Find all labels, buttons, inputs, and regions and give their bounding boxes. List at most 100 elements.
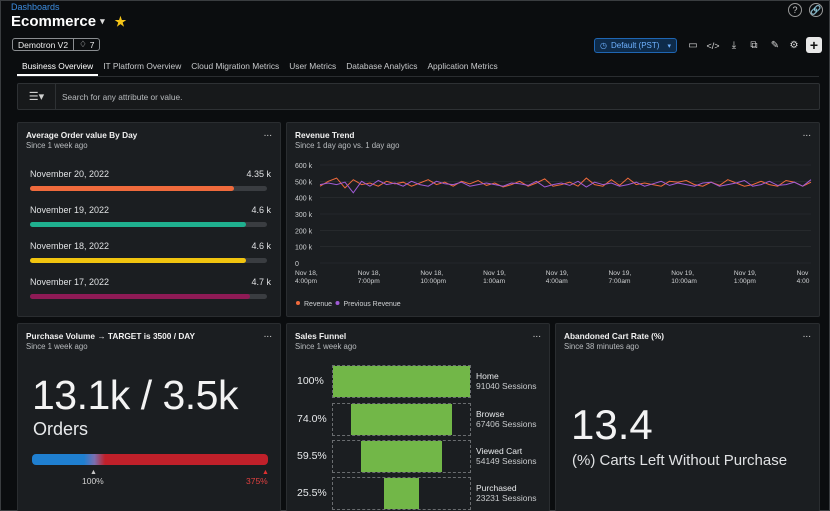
- funnel-step-sessions: 67406 Sessions: [476, 419, 537, 429]
- funnel-step-name: Browse: [476, 409, 505, 419]
- edit-icon[interactable]: ✎: [770, 40, 780, 51]
- x-tick-label: 1:00pm: [734, 278, 757, 285]
- row-track: [30, 222, 267, 227]
- account-tag[interactable]: Demotron V2: [18, 39, 69, 50]
- x-tick-label: 10:00pm: [420, 278, 446, 285]
- code-icon[interactable]: </>: [706, 40, 720, 51]
- chevron-down-icon[interactable]: ▾: [100, 16, 105, 26]
- search-input[interactable]: Search for any attribute or value.: [62, 91, 183, 102]
- x-tick-label: 7:00am: [609, 278, 632, 285]
- x-tick-label: 7:00pm: [358, 278, 381, 285]
- funnel-track: [332, 440, 471, 473]
- row-label: November 20, 2022: [30, 169, 110, 179]
- funnel-pct: 74.0%: [297, 413, 327, 425]
- tab-it-platform-overview[interactable]: IT Platform Overview: [103, 61, 182, 71]
- more-icon[interactable]: ...: [263, 329, 272, 340]
- tab-business-overview[interactable]: Business Overview: [17, 60, 99, 76]
- dashboard-tabs: Business Overview IT Platform Overview C…: [17, 60, 503, 76]
- row-value: 4.7 k: [251, 277, 271, 287]
- abandoned-cart-panel: Abandoned Cart Rate (%) Since 38 minutes…: [555, 323, 820, 511]
- purchase-volume-panel: Purchase Volume → TARGET is 3500 / DAY S…: [17, 323, 281, 511]
- panel-subtitle: Since 1 week ago: [295, 342, 357, 351]
- tab-cloud-migration-metrics[interactable]: Cloud Migration Metrics: [191, 61, 280, 71]
- x-tick-label: Nov: [797, 270, 809, 277]
- series-line-previous-revenue: [319, 179, 812, 194]
- tab-divider: [17, 76, 819, 77]
- tag-row[interactable]: Demotron V2 ♢ 7: [12, 38, 101, 51]
- tag-count[interactable]: ♢ 7: [73, 39, 99, 50]
- copy-icon[interactable]: ⧉: [750, 40, 758, 51]
- gear-icon[interactable]: ⚙: [789, 40, 799, 51]
- gauge-fill-blue: [32, 454, 84, 465]
- breadcrumb[interactable]: Dashboards: [11, 2, 60, 12]
- gauge-label-left: 100%: [82, 476, 104, 486]
- funnel-track: [332, 477, 471, 510]
- row-fill: [30, 222, 246, 227]
- revenue-trend-panel: Revenue Trend Since 1 day ago vs. 1 day …: [286, 122, 820, 317]
- panel-subtitle: Since 1 day ago vs. 1 day ago: [295, 141, 400, 150]
- tab-application-metrics[interactable]: Application Metrics: [427, 61, 498, 71]
- x-tick-label: Nov 18,: [295, 270, 318, 277]
- y-tick-label: 0: [295, 261, 299, 268]
- y-tick-label: 300 k: [295, 212, 313, 219]
- panel-title: Abandoned Cart Rate (%): [564, 331, 665, 341]
- y-tick-label: 200 k: [295, 228, 313, 235]
- legend-dot: [335, 301, 340, 305]
- more-icon[interactable]: ...: [802, 128, 811, 139]
- gauge-label-right: 375%: [246, 476, 268, 486]
- favorite-star-icon[interactable]: ★: [114, 13, 127, 29]
- row-fill: [30, 294, 251, 299]
- x-tick-label: Nov 18,: [420, 270, 443, 277]
- page-title[interactable]: Ecommerce ▾ ★: [11, 13, 126, 30]
- funnel-step-sessions: 23231 Sessions: [476, 493, 537, 503]
- sales-funnel-panel: Sales Funnel Since 1 week ago ... 100% H…: [286, 323, 550, 511]
- row-track: [30, 258, 267, 263]
- funnel-pct: 100%: [297, 375, 324, 387]
- billboard-unit: Orders: [33, 419, 89, 439]
- marker-375-icon: ▲: [262, 469, 269, 476]
- funnel-label: Home 91040 Sessions: [476, 371, 537, 391]
- x-tick-label: Nov 18,: [358, 270, 381, 277]
- download-icon[interactable]: ⤓: [731, 40, 737, 51]
- x-tick-label: Nov 19,: [734, 270, 757, 277]
- x-tick-label: Nov 19,: [546, 270, 569, 277]
- tv-mode-icon[interactable]: ▭: [688, 40, 698, 51]
- row-label: November 18, 2022: [30, 241, 110, 251]
- panel-subtitle: Since 38 minutes ago: [564, 342, 639, 351]
- aov-panel: Average Order value By Day Since 1 week …: [17, 122, 281, 317]
- funnel-pct: 59.5%: [297, 450, 327, 462]
- more-icon[interactable]: ...: [802, 329, 811, 340]
- target-gauge: [32, 454, 268, 465]
- timezone-button[interactable]: ◷ Default (PST) ▾: [594, 38, 677, 53]
- y-tick-label: 100 k: [295, 245, 313, 252]
- row-track: [30, 294, 267, 299]
- row-fill: [30, 186, 234, 191]
- panel-subtitle: Since 1 week ago: [26, 342, 88, 351]
- x-tick-label: Nov 19,: [609, 270, 632, 277]
- add-widget-button[interactable]: +: [806, 37, 822, 53]
- row-value: 4.35 k: [246, 169, 271, 179]
- tag-count-value: 7: [89, 39, 95, 50]
- row-track: [30, 186, 267, 191]
- row-label: November 17, 2022: [30, 277, 110, 287]
- tab-user-metrics[interactable]: User Metrics: [289, 61, 337, 71]
- filter-bar[interactable]: ☰▾ Search for any attribute or value.: [17, 83, 820, 110]
- more-icon[interactable]: ...: [532, 329, 541, 340]
- panel-title: Purchase Volume → TARGET is 3500 / DAY: [26, 331, 196, 341]
- y-tick-label: 500 k: [295, 179, 313, 186]
- funnel-step-sessions: 54149 Sessions: [476, 456, 537, 466]
- legend-label: Revenue: [304, 301, 332, 308]
- tag-icon: ♢: [79, 39, 87, 49]
- help-icon[interactable]: ?: [788, 3, 802, 17]
- filter-icon[interactable]: ☰▾: [18, 84, 56, 109]
- series-line-revenue: [319, 177, 812, 189]
- more-icon[interactable]: ...: [263, 128, 272, 139]
- tab-database-analytics[interactable]: Database Analytics: [346, 61, 418, 71]
- funnel-step-name: Purchased: [476, 483, 517, 493]
- y-tick-label: 400 k: [295, 196, 313, 203]
- timezone-label: Default (PST): [610, 41, 660, 50]
- legend-label: Previous Revenue: [344, 301, 401, 308]
- link-icon[interactable]: 🔗: [809, 3, 823, 17]
- x-tick-label: 4:00am: [546, 278, 569, 285]
